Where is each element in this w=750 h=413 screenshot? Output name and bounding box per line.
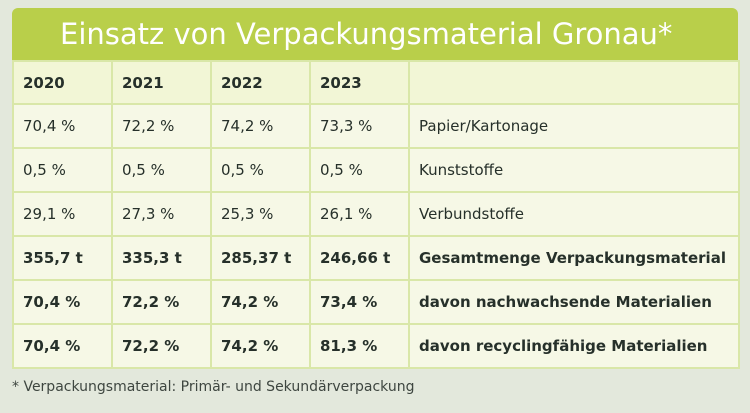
table-row-verbundstoffe: 29,1 % 27,3 % 25,3 % 26,1 % Verbundstoff… [12, 191, 740, 237]
row-label: Kunststoffe [408, 147, 740, 193]
cell-value: 26,1 % [309, 191, 410, 237]
cell-value: 0,5 % [210, 147, 311, 193]
row-label: Gesamtmenge Verpackungsmaterial [408, 235, 740, 281]
cell-value: 0,5 % [111, 147, 212, 193]
table-row-papier: 70,4 % 72,2 % 74,2 % 73,3 % Papier/Karto… [12, 103, 740, 149]
cell-value: 72,2 % [111, 279, 212, 325]
table-row-recyclingfaehig: 70,4 % 72,2 % 74,2 % 81,3 % davon recycl… [12, 323, 740, 369]
header-row: 2020 2021 2022 2023 [12, 60, 740, 105]
cell-value: 70,4 % [12, 323, 113, 369]
cell-value: 27,3 % [111, 191, 212, 237]
cell-value: 29,1 % [12, 191, 113, 237]
cell-value: 355,7 t [12, 235, 113, 281]
cell-value: 73,3 % [309, 103, 410, 149]
footnote: * Verpackungsmaterial: Primär- und Sekun… [12, 379, 415, 395]
table-title: Einsatz von Verpackungsmaterial Gronau* [12, 8, 738, 60]
row-label: Papier/Kartonage [408, 103, 740, 149]
header-cell-2022: 2022 [210, 60, 311, 105]
cell-value: 285,37 t [210, 235, 311, 281]
header-cell-label [408, 60, 740, 105]
cell-value: 81,3 % [309, 323, 410, 369]
header-cell-2021: 2021 [111, 60, 212, 105]
cell-value: 72,2 % [111, 323, 212, 369]
table-row-kunststoffe: 0,5 % 0,5 % 0,5 % 0,5 % Kunststoffe [12, 147, 740, 193]
data-card: Einsatz von Verpackungsmaterial Gronau* … [12, 8, 740, 369]
cell-value: 246,66 t [309, 235, 410, 281]
cell-value: 74,2 % [210, 279, 311, 325]
cell-value: 335,3 t [111, 235, 212, 281]
header-cell-2020: 2020 [12, 60, 113, 105]
table-row-nachwachsend: 70,4 % 72,2 % 74,2 % 73,4 % davon nachwa… [12, 279, 740, 325]
cell-value: 72,2 % [111, 103, 212, 149]
table-row-gesamtmenge: 355,7 t 335,3 t 285,37 t 246,66 t Gesamt… [12, 235, 740, 281]
row-label: davon recyclingfähige Materialien [408, 323, 740, 369]
cell-value: 74,2 % [210, 323, 311, 369]
cell-value: 0,5 % [12, 147, 113, 193]
cell-value: 0,5 % [309, 147, 410, 193]
cell-value: 74,2 % [210, 103, 311, 149]
row-label: davon nachwachsende Materialien [408, 279, 740, 325]
cell-value: 73,4 % [309, 279, 410, 325]
row-label: Verbundstoffe [408, 191, 740, 237]
cell-value: 70,4 % [12, 279, 113, 325]
cell-value: 25,3 % [210, 191, 311, 237]
cell-value: 70,4 % [12, 103, 113, 149]
header-cell-2023: 2023 [309, 60, 410, 105]
packaging-table: 2020 2021 2022 2023 70,4 % 72,2 % 74,2 %… [12, 60, 740, 369]
